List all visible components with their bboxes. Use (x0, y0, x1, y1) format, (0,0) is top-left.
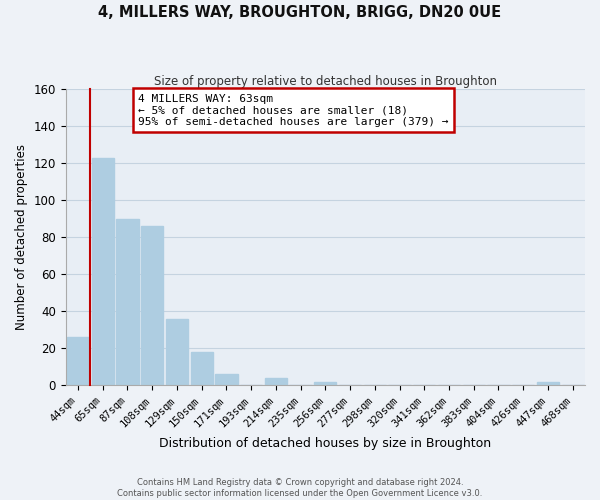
Bar (92, 158, 114, 386)
X-axis label: Distribution of detached houses by size in Broughton: Distribution of detached houses by size … (159, 437, 491, 450)
Title: Size of property relative to detached houses in Broughton: Size of property relative to detached ho… (154, 75, 497, 88)
Bar (166, 318, 188, 386)
Bar (314, 382, 337, 386)
Text: 4 MILLERS WAY: 63sqm
← 5% of detached houses are smaller (18)
95% of semi-detach: 4 MILLERS WAY: 63sqm ← 5% of detached ho… (139, 94, 449, 127)
Text: Contains HM Land Registry data © Crown copyright and database right 2024.
Contai: Contains HM Land Registry data © Crown c… (118, 478, 482, 498)
Y-axis label: Number of detached properties: Number of detached properties (15, 144, 28, 330)
Bar (141, 226, 163, 386)
Bar (191, 352, 213, 386)
Text: 4, MILLERS WAY, BROUGHTON, BRIGG, DN20 0UE: 4, MILLERS WAY, BROUGHTON, BRIGG, DN20 0… (98, 5, 502, 20)
Bar (116, 218, 139, 386)
Bar (537, 382, 559, 386)
Bar (215, 374, 238, 386)
Bar (67, 337, 89, 386)
Bar (265, 378, 287, 386)
